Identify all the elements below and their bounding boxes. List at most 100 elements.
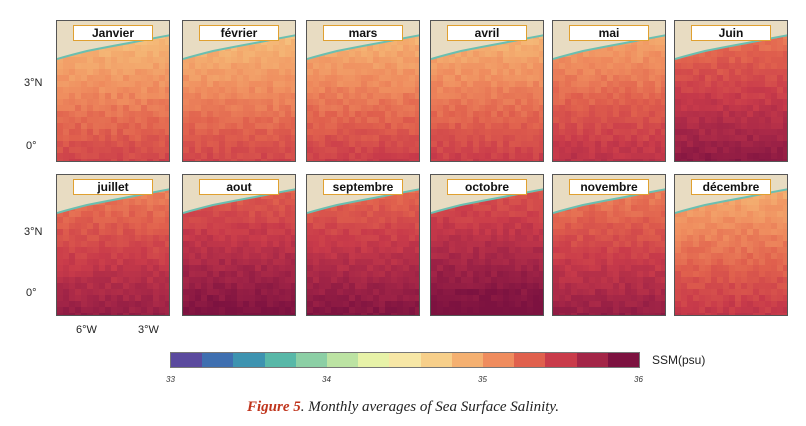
salinity-cell (343, 247, 349, 253)
salinity-cell (207, 105, 213, 111)
salinity-cell (589, 283, 595, 289)
salinity-cell (331, 51, 337, 57)
salinity-cell (231, 51, 237, 57)
salinity-cell (583, 111, 589, 117)
salinity-cell (213, 147, 219, 153)
salinity-cell (491, 229, 497, 235)
salinity-cell (201, 217, 207, 223)
salinity-cell (141, 289, 147, 295)
salinity-cell (655, 45, 661, 51)
salinity-cell (655, 117, 661, 123)
salinity-cell (147, 153, 153, 159)
salinity-cell (355, 51, 361, 57)
salinity-cell (595, 271, 601, 277)
salinity-cell (497, 247, 503, 253)
salinity-cell (213, 229, 219, 235)
salinity-cell (491, 259, 497, 265)
salinity-cell (643, 45, 649, 51)
salinity-cell (285, 93, 291, 99)
salinity-cell (521, 57, 527, 63)
salinity-cell (491, 205, 497, 211)
salinity-cell (355, 141, 361, 147)
salinity-cell (207, 159, 213, 161)
salinity-cell (661, 193, 665, 199)
salinity-cell (521, 81, 527, 87)
salinity-cell (99, 217, 105, 223)
salinity-cell (693, 153, 699, 159)
salinity-cell (123, 307, 129, 313)
salinity-cell (279, 193, 285, 199)
salinity-cell (527, 69, 533, 75)
salinity-cell (307, 111, 313, 117)
salinity-cell (355, 211, 361, 217)
salinity-cell (741, 141, 747, 147)
salinity-cell (661, 129, 665, 135)
salinity-cell (57, 277, 63, 283)
salinity-cell (367, 313, 373, 315)
salinity-cell (649, 93, 655, 99)
salinity-cell (527, 111, 533, 117)
salinity-cell (231, 289, 237, 295)
salinity-cell (385, 271, 391, 277)
salinity-cell (675, 93, 681, 99)
salinity-cell (637, 277, 643, 283)
salinity-cell (361, 135, 367, 141)
salinity-cell (231, 301, 237, 307)
salinity-cell (105, 265, 111, 271)
salinity-cell (661, 205, 665, 211)
salinity-cell (515, 211, 521, 217)
salinity-cell (539, 217, 543, 223)
salinity-cell (625, 253, 631, 259)
salinity-cell (491, 51, 497, 57)
salinity-cell (649, 105, 655, 111)
salinity-cell (509, 123, 515, 129)
salinity-cell (165, 301, 169, 307)
salinity-cell (237, 283, 243, 289)
salinity-cell (479, 51, 485, 57)
salinity-cell (515, 313, 521, 315)
salinity-cell (285, 111, 291, 117)
salinity-cell (497, 147, 503, 153)
salinity-cell (753, 93, 759, 99)
salinity-cell (649, 217, 655, 223)
salinity-cell (409, 75, 415, 81)
salinity-cell (219, 211, 225, 217)
salinity-cell (415, 271, 419, 277)
salinity-cell (141, 135, 147, 141)
salinity-cell (649, 229, 655, 235)
salinity-cell (583, 223, 589, 229)
salinity-cell (473, 147, 479, 153)
salinity-cell (455, 259, 461, 265)
salinity-cell (261, 87, 267, 93)
salinity-cell (75, 153, 81, 159)
salinity-cell (559, 147, 565, 153)
salinity-cell (367, 241, 373, 247)
salinity-cell (165, 129, 169, 135)
salinity-cell (165, 313, 169, 315)
salinity-cell (111, 159, 117, 161)
salinity-cell (503, 105, 509, 111)
salinity-cell (81, 111, 87, 117)
salinity-cell (81, 75, 87, 81)
salinity-cell (479, 81, 485, 87)
salinity-cell (681, 147, 687, 153)
salinity-cell (379, 75, 385, 81)
salinity-cell (409, 45, 415, 51)
salinity-cell (619, 229, 625, 235)
salinity-cell (497, 283, 503, 289)
salinity-cell (105, 211, 111, 217)
salinity-cell (81, 295, 87, 301)
salinity-cell (467, 259, 473, 265)
salinity-cell (675, 123, 681, 129)
salinity-cell (637, 129, 643, 135)
salinity-cell (147, 277, 153, 283)
salinity-cell (643, 159, 649, 161)
salinity-cell (291, 39, 295, 45)
salinity-cell (497, 57, 503, 63)
salinity-cell (285, 105, 291, 111)
salinity-cell (485, 111, 491, 117)
salinity-cell (479, 235, 485, 241)
salinity-cell (687, 159, 693, 161)
salinity-cell (455, 141, 461, 147)
salinity-cell (711, 57, 717, 63)
